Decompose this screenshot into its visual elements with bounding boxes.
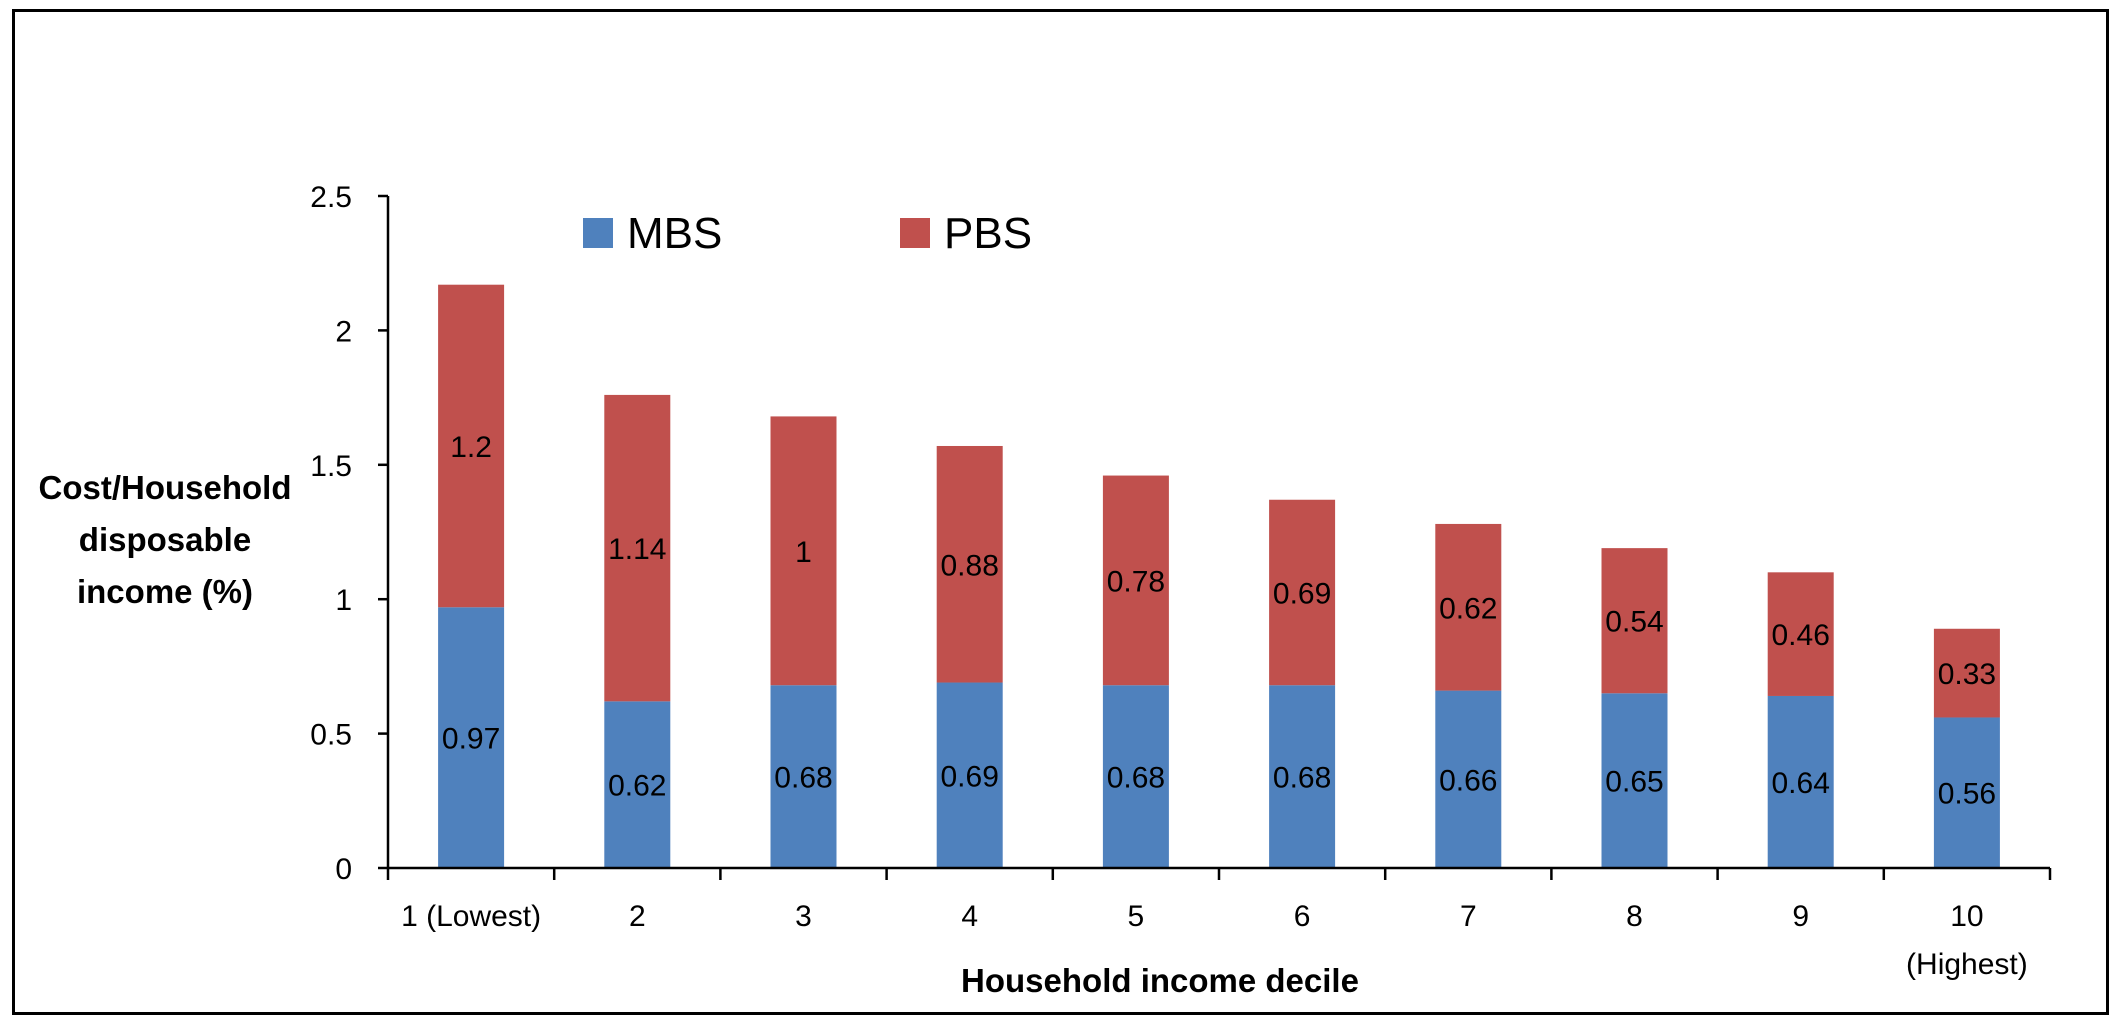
pbs-data-label: 0.88 [941, 549, 999, 582]
chart-frame [12, 9, 2109, 1015]
mbs-data-label: 0.69 [941, 760, 999, 793]
mbs-data-label: 0.97 [442, 723, 500, 756]
x-tick-label: 1 (Lowest) [401, 900, 541, 933]
mbs-data-label: 0.65 [1605, 766, 1663, 799]
pbs-data-label: 0.33 [1938, 658, 1996, 691]
mbs-bar [1601, 693, 1668, 868]
pbs-bar [1435, 523, 1502, 691]
y-axis-title-line: income (%) [76, 573, 254, 610]
pbs-data-label: 0.78 [1107, 565, 1165, 598]
pbs-bar [770, 416, 837, 686]
pbs-bar [1933, 628, 2000, 718]
mbs-data-label: 0.66 [1439, 764, 1497, 797]
mbs-bar [438, 607, 505, 868]
x-tick-label: 2 [629, 900, 646, 933]
x-tick-label: 4 [961, 900, 978, 933]
pbs-data-label: 1 [795, 536, 812, 569]
legend-swatch-pbs [900, 218, 930, 248]
y-tick-label: 0 [335, 853, 352, 886]
pbs-bar [1767, 572, 1834, 696]
y-tick-label: 0.5 [310, 719, 352, 752]
x-tick-label: 8 [1626, 900, 1643, 933]
mbs-data-label: 0.68 [774, 762, 832, 795]
x-axis-title: Household income decile [961, 962, 1359, 999]
pbs-bar [604, 394, 671, 702]
y-tick-label: 1.5 [310, 450, 352, 483]
pbs-data-label: 1.2 [450, 431, 492, 464]
x-tick-label: 9 [1792, 900, 1809, 933]
bars-layer [438, 284, 2000, 868]
mbs-data-label: 0.62 [608, 770, 666, 803]
x-tick-label: (Highest) [1906, 948, 2028, 981]
mbs-bar [1435, 690, 1502, 868]
y-axis-title-line: Cost/Household [38, 469, 292, 506]
y-axis-title-line: disposable [78, 521, 252, 558]
mbs-data-label: 0.68 [1107, 762, 1165, 795]
x-tick-label: 7 [1460, 900, 1477, 933]
pbs-data-label: 0.54 [1605, 606, 1663, 639]
mbs-bar [604, 701, 671, 868]
mbs-bar [770, 685, 837, 868]
pbs-data-label: 1.14 [608, 533, 666, 566]
mbs-bar [1102, 685, 1169, 868]
x-tick-label: 10 [1950, 900, 1983, 933]
mbs-data-label: 0.56 [1938, 778, 1996, 811]
legend-label-mbs: MBS [627, 209, 722, 258]
mbs-data-label: 0.68 [1273, 762, 1331, 795]
y-tick-label: 1 [335, 584, 352, 617]
mbs-data-label: 0.64 [1772, 767, 1830, 800]
axis-layer: 0 0.5 1 1.5 2 2.5 1 (Lowest) 2 3 4 5 6 7 8 9 10 (Highest… [310, 181, 2052, 981]
pbs-bar [438, 284, 505, 608]
y-axis-title: Cost/Household disposable income (%) [20, 462, 310, 618]
x-tick-label: 5 [1128, 900, 1145, 933]
mbs-bar [1269, 685, 1336, 868]
mbs-bar [1767, 695, 1834, 868]
mbs-bar [1933, 717, 2000, 868]
pbs-bar [1269, 499, 1336, 686]
y-tick-label: 2 [335, 315, 352, 348]
pbs-data-label: 0.46 [1772, 619, 1830, 652]
pbs-data-label: 0.62 [1439, 592, 1497, 625]
pbs-data-label: 0.69 [1273, 577, 1331, 610]
pbs-bar [1102, 475, 1169, 686]
pbs-bar [936, 445, 1003, 683]
x-tick-label: 3 [795, 900, 812, 933]
mbs-bar [936, 682, 1003, 868]
pbs-bar [1601, 548, 1668, 694]
legend-swatch-mbs [583, 218, 613, 248]
legend: MBS PBS [583, 209, 1032, 258]
legend-label-pbs: PBS [944, 209, 1032, 258]
x-tick-label: 6 [1294, 900, 1311, 933]
labels-layer: 0.97 1.2 0.62 1.14 0.68 1 0.69 0.88 0.68 0.78 0.68… [442, 431, 1996, 811]
y-tick-label: 2.5 [310, 181, 352, 214]
